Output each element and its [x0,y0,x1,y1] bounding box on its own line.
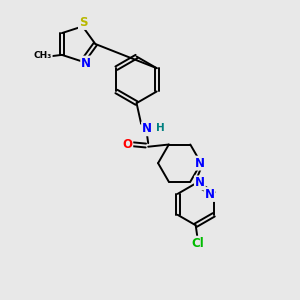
Text: H: H [156,123,164,133]
Text: N: N [205,188,214,201]
Text: Cl: Cl [191,237,204,250]
Text: S: S [79,16,87,29]
Text: N: N [195,176,205,189]
Text: CH₃: CH₃ [34,51,52,60]
Text: N: N [142,122,152,135]
Text: N: N [81,57,91,70]
Text: O: O [122,138,132,151]
Text: N: N [195,157,205,169]
